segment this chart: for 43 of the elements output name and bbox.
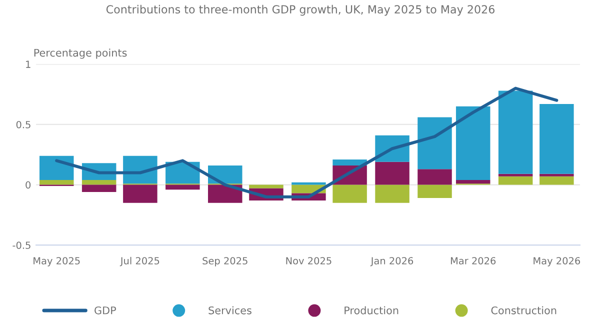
bar <box>39 180 74 185</box>
bar <box>540 176 574 185</box>
bar <box>332 159 367 166</box>
bar <box>39 156 74 180</box>
bar <box>418 169 452 185</box>
bar <box>540 174 574 176</box>
x-tick-label: May 2025 <box>34 257 80 266</box>
bar <box>498 90 533 174</box>
x-tick-label: Mar 2026 <box>450 257 496 264</box>
legend-label: Services <box>208 306 252 314</box>
x-tick-label: Nov 2025 <box>286 257 332 264</box>
bar <box>375 162 410 185</box>
chart-title: Contributions to three-month GDP growth, UK, May 2025 to May 2026 <box>106 4 494 16</box>
x-tick-label: Jan 2026 <box>370 257 414 266</box>
bar <box>166 184 200 190</box>
y-axis-title: Percentage points <box>34 48 127 59</box>
bar <box>82 180 116 185</box>
bar <box>540 104 574 174</box>
y-tick-label: 0.5 <box>16 120 30 128</box>
bar <box>249 184 284 188</box>
bar <box>498 174 533 176</box>
bar <box>208 184 242 203</box>
bar <box>375 184 410 203</box>
line-series <box>55 86 558 198</box>
bar <box>418 184 452 198</box>
x-tick-label: May 2026 <box>534 257 580 266</box>
bar <box>456 180 490 184</box>
bar <box>82 184 116 192</box>
legend-label: Construction <box>491 306 556 314</box>
legend-label: Production <box>344 306 398 314</box>
bar <box>123 184 158 203</box>
y-tick-label: 0 <box>26 181 31 189</box>
y-tick-label: -0.5 <box>12 242 30 249</box>
bar <box>208 165 242 184</box>
legend-label: GDP <box>94 306 116 314</box>
bar <box>456 106 490 180</box>
bar <box>418 117 452 170</box>
y-tick-label: 1 <box>26 60 30 68</box>
bar <box>332 184 367 203</box>
x-tick-label: Jul 2025 <box>120 256 160 266</box>
bar <box>292 182 326 185</box>
x-tick-label: Sep 2025 <box>202 257 248 266</box>
bar <box>498 176 533 185</box>
